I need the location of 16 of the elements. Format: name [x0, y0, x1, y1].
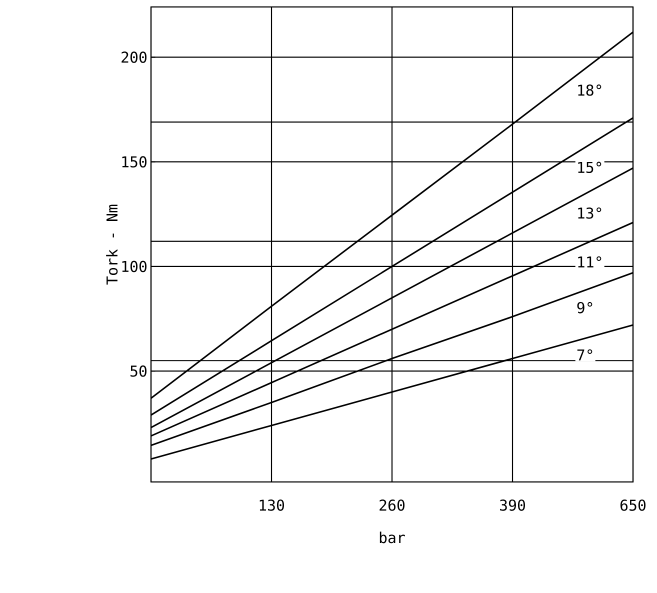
y-tick-label: 50	[130, 365, 147, 377]
x-tick-label: 650	[620, 500, 646, 511]
series-label: 9°	[577, 302, 592, 314]
x-tick-label: 130	[260, 500, 284, 511]
y-tick-label: 100	[122, 260, 147, 272]
y-axis-title: Tork - Nm	[106, 204, 118, 285]
x-tick-label: 260	[380, 500, 405, 511]
series-label: 13°	[578, 207, 602, 219]
series-label: 7°	[577, 349, 592, 360]
series-label: 18°	[578, 84, 602, 96]
y-tick-label: 150	[122, 156, 147, 168]
x-tick-label: 390	[500, 500, 526, 511]
series-label: 11°	[578, 256, 602, 268]
x-axis-title: bar	[380, 532, 405, 544]
y-tick-label: 200	[122, 52, 147, 63]
series-label: 15°	[578, 162, 602, 174]
